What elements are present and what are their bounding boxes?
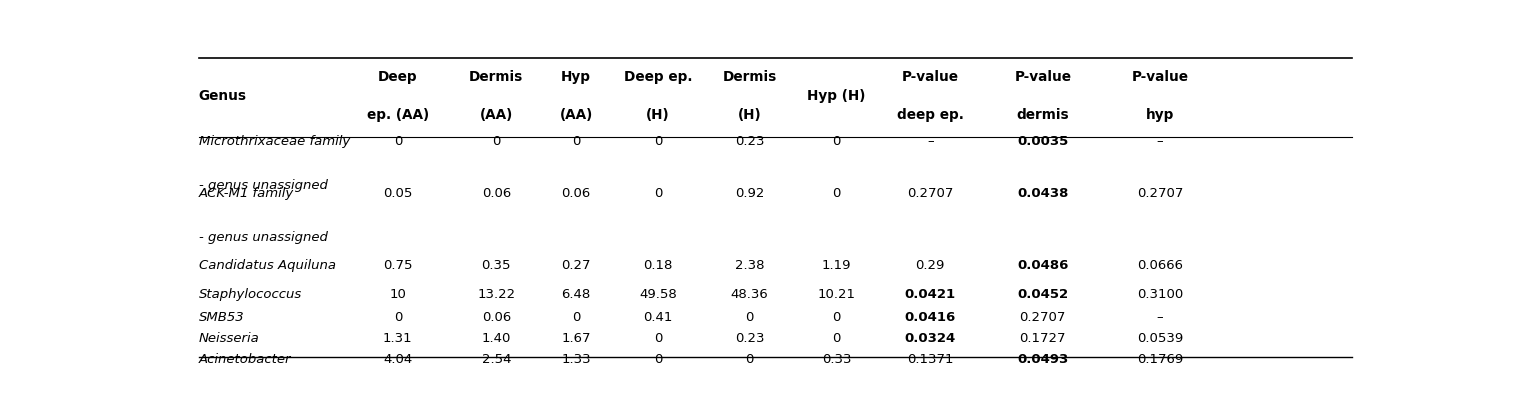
Text: Hyp: Hyp — [561, 70, 592, 84]
Text: - genus unassigned: - genus unassigned — [198, 231, 327, 244]
Text: P-value: P-value — [902, 70, 959, 84]
Text: 0.92: 0.92 — [735, 187, 764, 200]
Text: –: – — [1157, 311, 1163, 324]
Text: 13.22: 13.22 — [477, 288, 516, 301]
Text: 0.06: 0.06 — [481, 311, 511, 324]
Text: SMB53: SMB53 — [198, 311, 244, 324]
Text: 0: 0 — [393, 135, 402, 148]
Text: Candidatus Aquiluna: Candidatus Aquiluna — [198, 259, 336, 272]
Text: 0.0324: 0.0324 — [905, 333, 956, 346]
Text: Neisseria: Neisseria — [198, 333, 259, 346]
Text: 2.54: 2.54 — [481, 353, 511, 366]
Text: –: – — [927, 135, 934, 148]
Text: hyp: hyp — [1145, 108, 1174, 122]
Text: 0.0438: 0.0438 — [1017, 187, 1068, 200]
Text: 0.75: 0.75 — [383, 259, 413, 272]
Text: 0.0416: 0.0416 — [905, 311, 956, 324]
Text: 0.0421: 0.0421 — [905, 288, 956, 301]
Text: 4.04: 4.04 — [383, 353, 413, 366]
Text: 0.2707: 0.2707 — [1020, 311, 1067, 324]
Text: Acinetobacter: Acinetobacter — [198, 353, 290, 366]
Text: 0: 0 — [832, 187, 841, 200]
Text: 0.23: 0.23 — [735, 333, 764, 346]
Text: 1.31: 1.31 — [383, 333, 413, 346]
Text: Staphylococcus: Staphylococcus — [198, 288, 301, 301]
Text: 1.67: 1.67 — [561, 333, 590, 346]
Text: 0.23: 0.23 — [735, 135, 764, 148]
Text: 0: 0 — [393, 311, 402, 324]
Text: Deep: Deep — [378, 70, 418, 84]
Text: 0.0666: 0.0666 — [1136, 259, 1183, 272]
Text: 0.33: 0.33 — [822, 353, 852, 366]
Text: 0.06: 0.06 — [561, 187, 590, 200]
Text: 0.1727: 0.1727 — [1020, 333, 1067, 346]
Text: 1.33: 1.33 — [561, 353, 592, 366]
Text: 49.58: 49.58 — [640, 288, 676, 301]
Text: Genus: Genus — [198, 89, 247, 103]
Text: 0.2707: 0.2707 — [1136, 187, 1183, 200]
Text: P-value: P-value — [1132, 70, 1189, 84]
Text: 0.0486: 0.0486 — [1017, 259, 1068, 272]
Text: 0.0035: 0.0035 — [1017, 135, 1068, 148]
Text: 2.38: 2.38 — [735, 259, 764, 272]
Text: deep ep.: deep ep. — [897, 108, 964, 122]
Text: Dermis: Dermis — [723, 70, 776, 84]
Text: (AA): (AA) — [560, 108, 593, 122]
Text: 0.06: 0.06 — [481, 187, 511, 200]
Text: 0: 0 — [572, 135, 581, 148]
Text: 0.0493: 0.0493 — [1017, 353, 1068, 366]
Text: ep. (AA): ep. (AA) — [366, 108, 428, 122]
Text: 0.27: 0.27 — [561, 259, 590, 272]
Text: 0: 0 — [654, 187, 663, 200]
Text: 0.1769: 0.1769 — [1136, 353, 1183, 366]
Text: 0: 0 — [654, 353, 663, 366]
Text: Dermis: Dermis — [469, 70, 523, 84]
Text: 0.35: 0.35 — [481, 259, 511, 272]
Text: 0: 0 — [746, 311, 753, 324]
Text: 0: 0 — [832, 311, 841, 324]
Text: 0.18: 0.18 — [643, 259, 673, 272]
Text: 10: 10 — [389, 288, 407, 301]
Text: 0.41: 0.41 — [643, 311, 673, 324]
Text: 0.05: 0.05 — [383, 187, 413, 200]
Text: 0: 0 — [492, 135, 501, 148]
Text: (H): (H) — [646, 108, 670, 122]
Text: 0: 0 — [832, 135, 841, 148]
Text: - genus unassigned: - genus unassigned — [198, 179, 327, 192]
Text: 0: 0 — [746, 353, 753, 366]
Text: 1.40: 1.40 — [481, 333, 511, 346]
Text: 0.0452: 0.0452 — [1017, 288, 1068, 301]
Text: 0.3100: 0.3100 — [1136, 288, 1183, 301]
Text: P-value: P-value — [1014, 70, 1071, 84]
Text: 0: 0 — [832, 333, 841, 346]
Text: 1.19: 1.19 — [822, 259, 852, 272]
Text: 0.0539: 0.0539 — [1136, 333, 1183, 346]
Text: 0.1371: 0.1371 — [906, 353, 953, 366]
Text: (AA): (AA) — [480, 108, 513, 122]
Text: 48.36: 48.36 — [731, 288, 769, 301]
Text: 0: 0 — [572, 311, 581, 324]
Text: 6.48: 6.48 — [561, 288, 590, 301]
Text: dermis: dermis — [1017, 108, 1070, 122]
Text: Hyp (H): Hyp (H) — [808, 89, 865, 103]
Text: 0.29: 0.29 — [915, 259, 946, 272]
Text: Deep ep.: Deep ep. — [623, 70, 693, 84]
Text: 10.21: 10.21 — [817, 288, 855, 301]
Text: –: – — [1157, 135, 1163, 148]
Text: (H): (H) — [738, 108, 761, 122]
Text: 0: 0 — [654, 135, 663, 148]
Text: ACK-M1 family: ACK-M1 family — [198, 187, 294, 200]
Text: Microthrixaceae family: Microthrixaceae family — [198, 135, 350, 148]
Text: 0: 0 — [654, 333, 663, 346]
Text: 0.2707: 0.2707 — [906, 187, 953, 200]
